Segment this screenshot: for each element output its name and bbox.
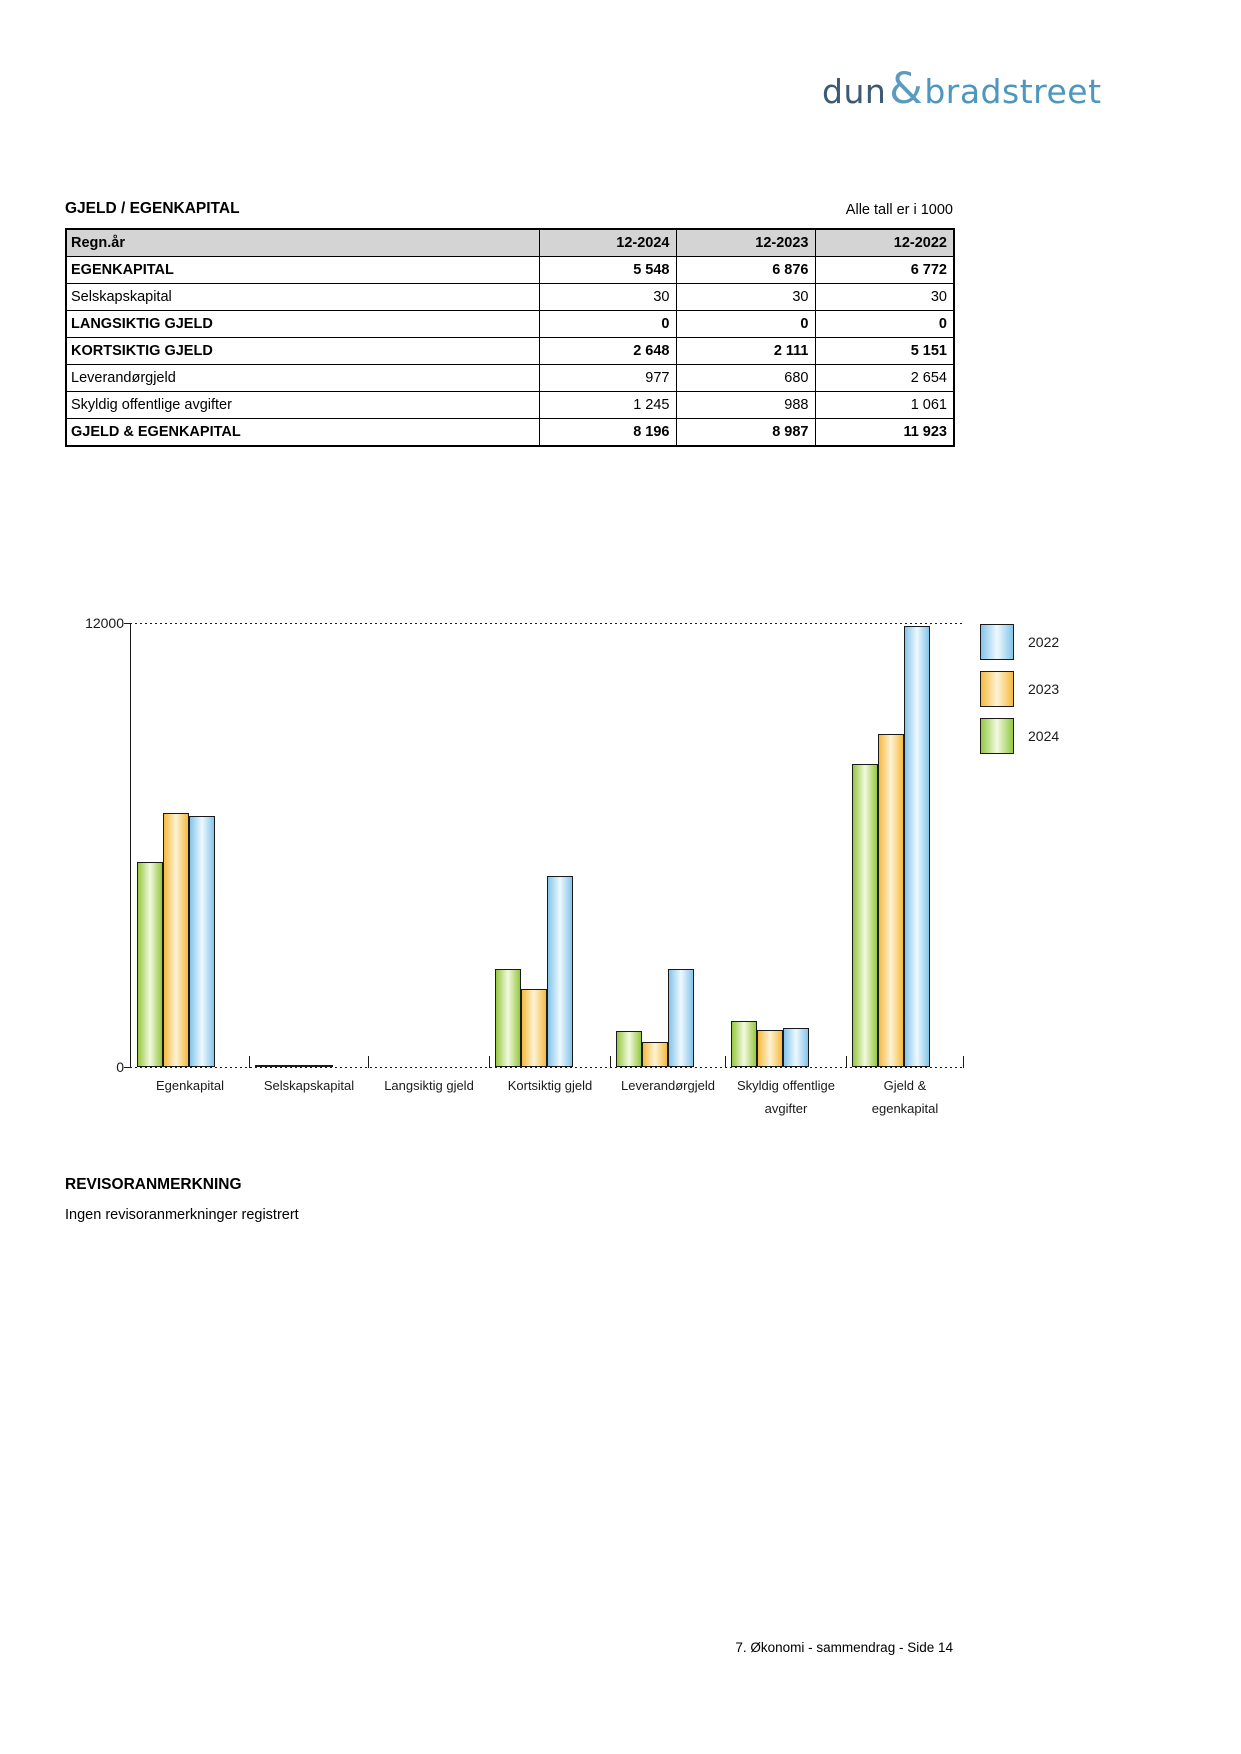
category-label: Langsiktig gjeld: [384, 1078, 474, 1093]
row-value: 680: [675, 364, 816, 392]
units-note: Alle tall er i 1000: [845, 202, 953, 218]
table-header-label: Regn.år: [65, 228, 540, 257]
category-boundary-tick: [725, 1056, 726, 1068]
ampersand-icon: &: [889, 64, 924, 114]
y-tick-label-zero: 0: [116, 1059, 124, 1075]
row-value: 6 772: [814, 256, 955, 284]
row-value: 0: [675, 310, 816, 338]
row-value: 2 648: [538, 337, 677, 365]
row-label: LANGSIKTIG GJELD: [65, 310, 540, 338]
category-label: Skyldig offentlige avgifter: [736, 1078, 836, 1116]
row-value: 1 245: [538, 391, 677, 419]
table-header-year: 12-2022: [814, 228, 955, 257]
row-label: KORTSIKTIG GJELD: [65, 337, 540, 365]
table-row: LANGSIKTIG GJELD 0 0 0: [65, 310, 955, 338]
row-value: 5 548: [538, 256, 677, 284]
category-label: Egenkapital: [156, 1078, 224, 1093]
legend-swatch-2023: [980, 671, 1014, 707]
row-value: 988: [675, 391, 816, 419]
bar: [783, 1028, 809, 1067]
row-value: 30: [675, 283, 816, 311]
bar: [642, 1042, 668, 1067]
bar: [137, 862, 163, 1067]
y-axis-tick-zero: [124, 1067, 130, 1068]
y-tick-label-max: 12000: [85, 615, 124, 631]
bar: [757, 1030, 783, 1067]
category-boundary-tick: [249, 1056, 250, 1068]
auditor-remarks-body: Ingen revisoranmerkninger registrert: [65, 1207, 299, 1223]
row-value: 6 876: [675, 256, 816, 284]
y-axis: [130, 623, 131, 1068]
category-label: Selskapskapital: [263, 1078, 355, 1093]
y-axis-tick-max: [124, 623, 130, 624]
auditor-remarks-heading: REVISORANMERKNING: [65, 1176, 242, 1193]
table-row: Selskapskapital 30 30 30: [65, 283, 955, 311]
category-label: Leverandørgjeld: [621, 1078, 715, 1093]
gridline-max: [130, 623, 963, 624]
row-value: 2 654: [814, 364, 955, 392]
row-value: 1 061: [814, 391, 955, 419]
table-header-year: 12-2024: [538, 228, 677, 257]
table-row: Skyldig offentlige avgifter 1 245 988 1 061: [65, 391, 955, 419]
table-row: KORTSIKTIG GJELD 2 648 2 111 5 151: [65, 337, 955, 365]
section-header: GJELD / EGENKAPITAL Alle tall er i 1000: [65, 200, 953, 218]
row-label: Leverandørgjeld: [65, 364, 540, 392]
logo-bradstreet-text: bradstreet: [924, 72, 1102, 111]
table-header-year: 12-2023: [675, 228, 816, 257]
row-value: 0: [814, 310, 955, 338]
row-value: 8 987: [675, 418, 816, 447]
category-boundary-tick: [610, 1056, 611, 1068]
category-label: Kortsiktig gjeld: [507, 1078, 593, 1093]
bar: [878, 734, 904, 1067]
section-title: GJELD / EGENKAPITAL: [65, 200, 240, 217]
row-value: 11 923: [814, 418, 955, 447]
bar: [495, 969, 521, 1067]
bar: [547, 876, 573, 1067]
row-label: Skyldig offentlige avgifter: [65, 391, 540, 419]
page-footer: 7. Økonomi - sammendrag - Side 14: [735, 1640, 953, 1655]
bar: [163, 813, 189, 1067]
bar: [189, 816, 215, 1067]
legend-swatch-2022: [980, 624, 1014, 660]
table-header-row: Regn.år 12-2024 12-2023 12-2022: [65, 228, 955, 257]
row-label: Selskapskapital: [65, 283, 540, 311]
legend-swatch-2024: [980, 718, 1014, 754]
table-row: EGENKAPITAL 5 548 6 876 6 772: [65, 256, 955, 284]
bar: [904, 626, 930, 1067]
category-boundary-tick: [368, 1056, 369, 1068]
bar: [668, 969, 694, 1067]
row-value: 8 196: [538, 418, 677, 447]
bar: [616, 1031, 642, 1067]
bar: [731, 1021, 757, 1067]
bar: [255, 1065, 281, 1067]
row-value: 5 151: [814, 337, 955, 365]
row-value: 2 111: [675, 337, 816, 365]
category-boundary-tick: [846, 1056, 847, 1068]
category-boundary-tick: [963, 1056, 964, 1068]
bar: [307, 1065, 333, 1067]
row-label: GJELD & EGENKAPITAL: [65, 418, 540, 447]
bar: [281, 1065, 307, 1067]
baseline: [130, 1067, 963, 1068]
legend-label-2023: 2023: [1028, 681, 1060, 697]
bar: [521, 989, 547, 1067]
bar: [852, 764, 878, 1067]
dun-bradstreet-logo: dun & bradstreet: [822, 64, 1102, 114]
row-value: 0: [538, 310, 677, 338]
category-boundary-tick: [489, 1056, 490, 1068]
legend-label-2022: 2022: [1028, 634, 1060, 650]
table-row: Leverandørgjeld 977 680 2 654: [65, 364, 955, 392]
table-row: GJELD & EGENKAPITAL 8 196 8 987 11 923: [65, 418, 955, 447]
row-value: 30: [814, 283, 955, 311]
category-label: Gjeld & egenkapital: [871, 1078, 939, 1116]
row-label: EGENKAPITAL: [65, 256, 540, 284]
row-value: 30: [538, 283, 677, 311]
financial-table: Regn.år 12-2024 12-2023 12-2022 EGENKAPITAL…: [65, 228, 955, 447]
logo-dun-text: dun: [822, 72, 887, 111]
table-body: EGENKAPITAL 5 548 6 876 6 772 Selskapskapita…: [65, 256, 955, 447]
row-value: 977: [538, 364, 677, 392]
legend-label-2024: 2024: [1028, 728, 1060, 744]
